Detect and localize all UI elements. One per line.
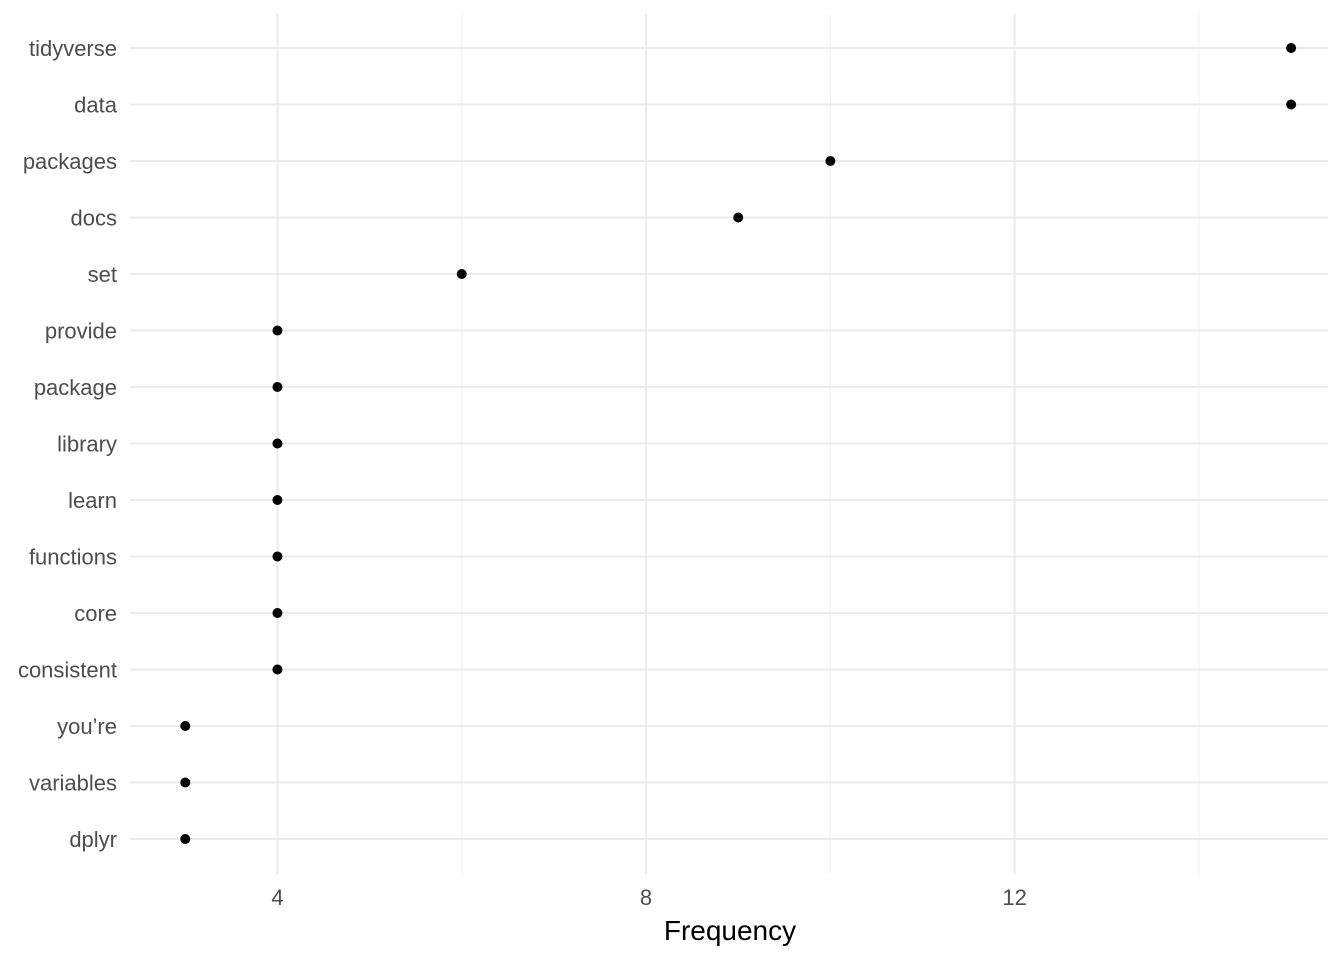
data-point [456,269,467,279]
data-point [180,834,191,844]
y-tick-label: consistent [18,658,117,683]
x-axis-title: Frequency [664,915,796,946]
y-tick-label: set [88,262,117,287]
x-tick-label: 12 [1002,885,1026,910]
y-tick-label: core [74,601,117,626]
data-point [733,212,744,223]
y-tick-label: library [57,432,117,457]
data-point [180,721,191,731]
data-point [1286,99,1297,110]
data-point [272,664,283,675]
data-point [272,551,283,562]
y-tick-label: provide [45,319,117,344]
data-point [272,438,283,449]
data-point [272,608,283,618]
y-axis-labels: tidyverse data packages docs set provide packa… [18,36,118,852]
y-tick-label: dplyr [69,827,117,852]
data-point [1286,43,1297,53]
y-tick-label: data [74,93,118,118]
y-tick-label: tidyverse [29,36,117,61]
data-point [825,156,836,166]
y-tick-label: variables [29,771,117,796]
data-point [272,325,283,336]
data-point [272,382,283,392]
y-tick-label: packages [23,149,117,174]
y-tick-label: you’re [57,714,117,739]
y-tick-label: learn [68,488,117,513]
x-tick-label: 4 [271,885,283,910]
x-tick-label: 8 [640,885,652,910]
y-tick-label: functions [29,545,117,570]
data-point [180,777,191,788]
y-tick-label: package [34,375,117,400]
grid-lines [130,14,1328,874]
y-tick-label: docs [71,206,117,231]
data-points [180,43,1297,844]
x-axis-labels: 4 8 12 [271,885,1027,910]
data-point [272,495,283,505]
